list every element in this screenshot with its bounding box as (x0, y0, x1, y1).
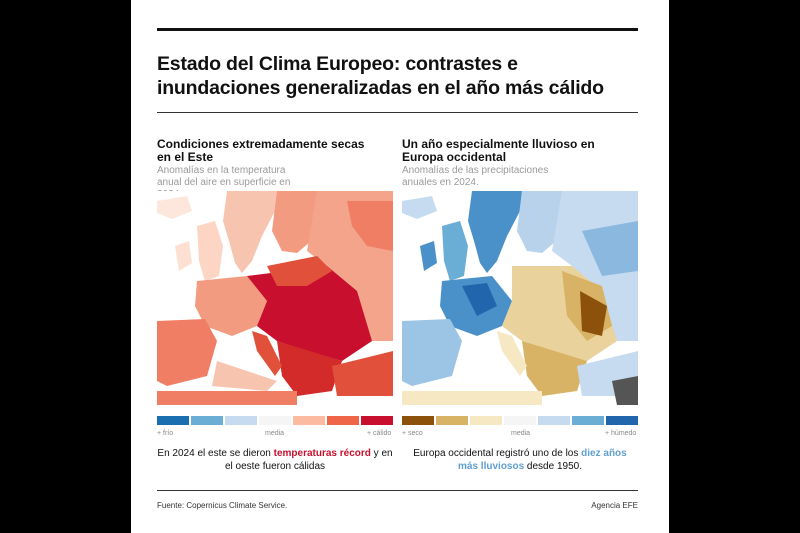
legend-swatch (606, 416, 638, 425)
source-credit: Fuente: Copernicus Climate Service. (157, 501, 288, 510)
legend-swatch (436, 416, 468, 425)
left-panel-title: Condiciones extremadamente secas en el E… (157, 137, 365, 164)
agency-credit: Agencia EFE (591, 501, 638, 510)
legend-swatch (470, 416, 502, 425)
temperature-legend (157, 416, 393, 425)
legend-high-label: + cálido (367, 430, 392, 437)
legend-swatch (225, 416, 257, 425)
temperature-anomaly-map (157, 191, 393, 405)
right-panel-title: Un año especialmente lluvioso en Europa … (402, 137, 595, 164)
legend-mid-label: media (265, 430, 285, 437)
top-rule (157, 28, 638, 31)
page-title: Estado del Clima Europeo: contrastes e i… (157, 53, 604, 99)
legend-swatch (572, 416, 604, 425)
right-panel-subtitle: Anomalías de las precipitaciones anuales… (402, 165, 549, 188)
legend-low-label: + seco (402, 430, 423, 437)
caption-text: Europa occidental registró uno de los (413, 448, 582, 459)
right-caption: Europa occidental registró uno de los di… (402, 448, 638, 473)
legend-swatch (504, 416, 536, 425)
legend-swatch (402, 416, 434, 425)
precipitation-legend (402, 416, 638, 425)
legend-swatch (259, 416, 291, 425)
legend-mid-label: media (511, 430, 531, 437)
precipitation-anomaly-map (402, 191, 638, 405)
caption-text: En 2024 el este se dieron (157, 448, 274, 459)
legend-swatch (157, 416, 189, 425)
legend-low-label: + frío (157, 430, 174, 437)
left-caption: En 2024 el este se dieron temperaturas r… (157, 448, 393, 473)
legend-high-label: + húmedo (605, 430, 637, 437)
infographic-card: Estado del Clima Europeo: contrastes e i… (131, 0, 669, 533)
legend-swatch (191, 416, 223, 425)
legend-swatch (361, 416, 393, 425)
title-divider (157, 112, 638, 113)
caption-highlight: temperaturas récord (273, 448, 371, 459)
caption-highlight: diez años más lluviosos (458, 448, 627, 472)
caption-text: desde 1950. (524, 460, 582, 472)
caption-text: y en el oeste fueron cálidas (224, 448, 393, 472)
legend-swatch (327, 416, 359, 425)
legend-swatch (538, 416, 570, 425)
footer-divider (157, 490, 638, 491)
legend-swatch (293, 416, 325, 425)
